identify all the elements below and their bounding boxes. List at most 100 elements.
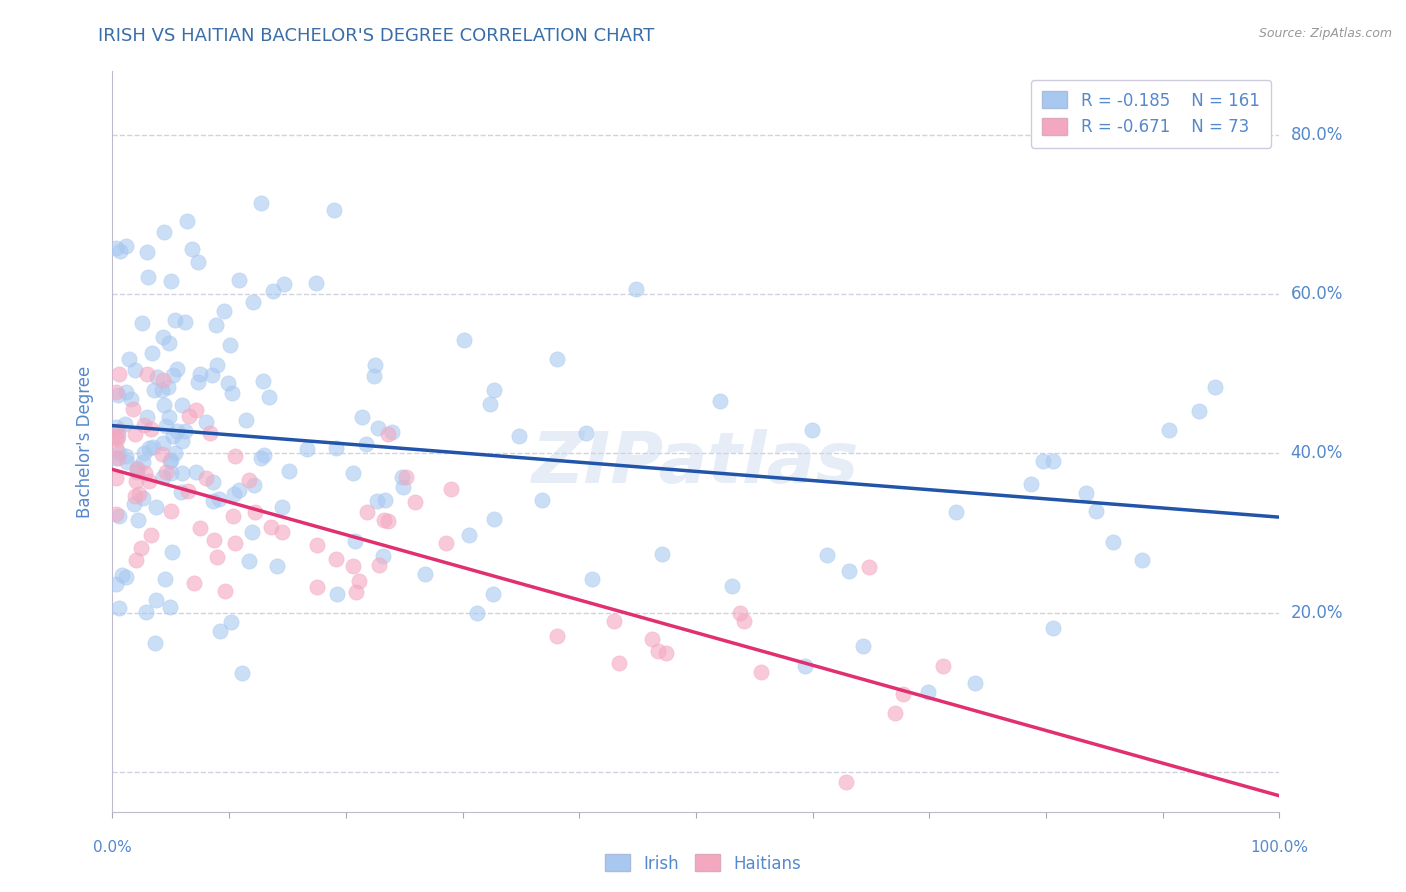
Point (188, 521, 211, 535)
Point (243, 505, 266, 519)
Point (508, 429, 530, 443)
Point (150, 383, 173, 397)
Point (219, 338, 242, 352)
Point (160, 545, 183, 559)
Point (121, 401, 143, 416)
Point (131, 491, 153, 505)
Legend: Irish, Haitians: Irish, Haitians (598, 847, 808, 880)
Point (136, 245, 159, 260)
Point (453, 333, 475, 347)
Point (273, 277, 295, 292)
Point (179, 409, 201, 423)
Point (352, 409, 374, 424)
Point (104, 471, 127, 485)
Point (145, 593, 167, 607)
Point (173, 424, 195, 438)
Point (157, 336, 180, 351)
Point (835, 774, 858, 789)
Point (136, 270, 159, 285)
Point (838, 564, 860, 578)
Text: 40.0%: 40.0% (1291, 444, 1343, 462)
Point (1159, 423, 1181, 437)
Point (381, 425, 404, 439)
Point (404, 495, 426, 509)
Point (801, 423, 824, 437)
Point (1042, 454, 1064, 468)
Point (253, 448, 276, 462)
Point (114, 417, 136, 432)
Point (180, 242, 202, 256)
Point (108, 600, 131, 615)
Point (107, 433, 129, 447)
Text: IRISH VS HAITIAN BACHELOR'S DEGREE CORRELATION CHART: IRISH VS HAITIAN BACHELOR'S DEGREE CORRE… (98, 27, 655, 45)
Point (143, 635, 166, 649)
Point (728, 607, 751, 621)
Point (114, 449, 136, 463)
Point (117, 455, 139, 469)
Point (152, 330, 174, 344)
Point (270, 525, 292, 540)
Point (152, 436, 174, 450)
Point (186, 403, 208, 417)
Point (141, 528, 163, 542)
Point (125, 460, 148, 475)
Point (415, 566, 437, 581)
Point (217, 376, 239, 390)
Point (655, 646, 678, 660)
Point (174, 315, 197, 329)
Point (434, 535, 457, 549)
Point (231, 665, 253, 680)
Point (122, 497, 145, 511)
Point (260, 520, 283, 534)
Point (479, 397, 502, 411)
Point (1042, 621, 1064, 635)
Text: Source: ZipAtlas.com: Source: ZipAtlas.com (1258, 27, 1392, 40)
Point (243, 478, 266, 492)
Point (170, 466, 193, 480)
Point (104, 241, 127, 255)
Point (228, 273, 250, 287)
Point (141, 345, 163, 359)
Point (235, 413, 257, 427)
Point (546, 352, 568, 367)
Point (176, 214, 198, 228)
Point (1130, 553, 1153, 567)
Point (142, 441, 165, 455)
Text: 80.0%: 80.0% (1291, 126, 1343, 144)
Point (342, 559, 364, 574)
Point (240, 525, 263, 540)
Point (228, 483, 250, 497)
Point (124, 363, 146, 377)
Point (395, 469, 418, 483)
Point (134, 466, 156, 480)
Point (250, 450, 273, 465)
Point (482, 512, 505, 526)
Point (125, 474, 148, 488)
Point (1019, 477, 1042, 491)
Point (858, 559, 880, 574)
Point (177, 483, 200, 498)
Point (138, 442, 160, 456)
Y-axis label: Bachelor's Degree: Bachelor's Degree (76, 366, 94, 517)
Point (205, 549, 228, 564)
Point (195, 416, 218, 430)
Point (749, 665, 772, 679)
Point (104, 508, 127, 522)
Point (884, 706, 907, 720)
Point (212, 304, 235, 318)
Point (965, 676, 987, 690)
Point (219, 615, 242, 629)
Text: 0.0%: 0.0% (93, 839, 132, 855)
Point (1204, 380, 1226, 394)
Point (277, 463, 299, 477)
Point (252, 374, 274, 388)
Point (187, 375, 209, 389)
Point (114, 570, 136, 584)
Point (295, 442, 318, 456)
Point (115, 385, 138, 400)
Point (931, 659, 953, 673)
Point (917, 684, 939, 698)
Point (153, 572, 176, 586)
Point (146, 369, 169, 384)
Point (156, 380, 179, 394)
